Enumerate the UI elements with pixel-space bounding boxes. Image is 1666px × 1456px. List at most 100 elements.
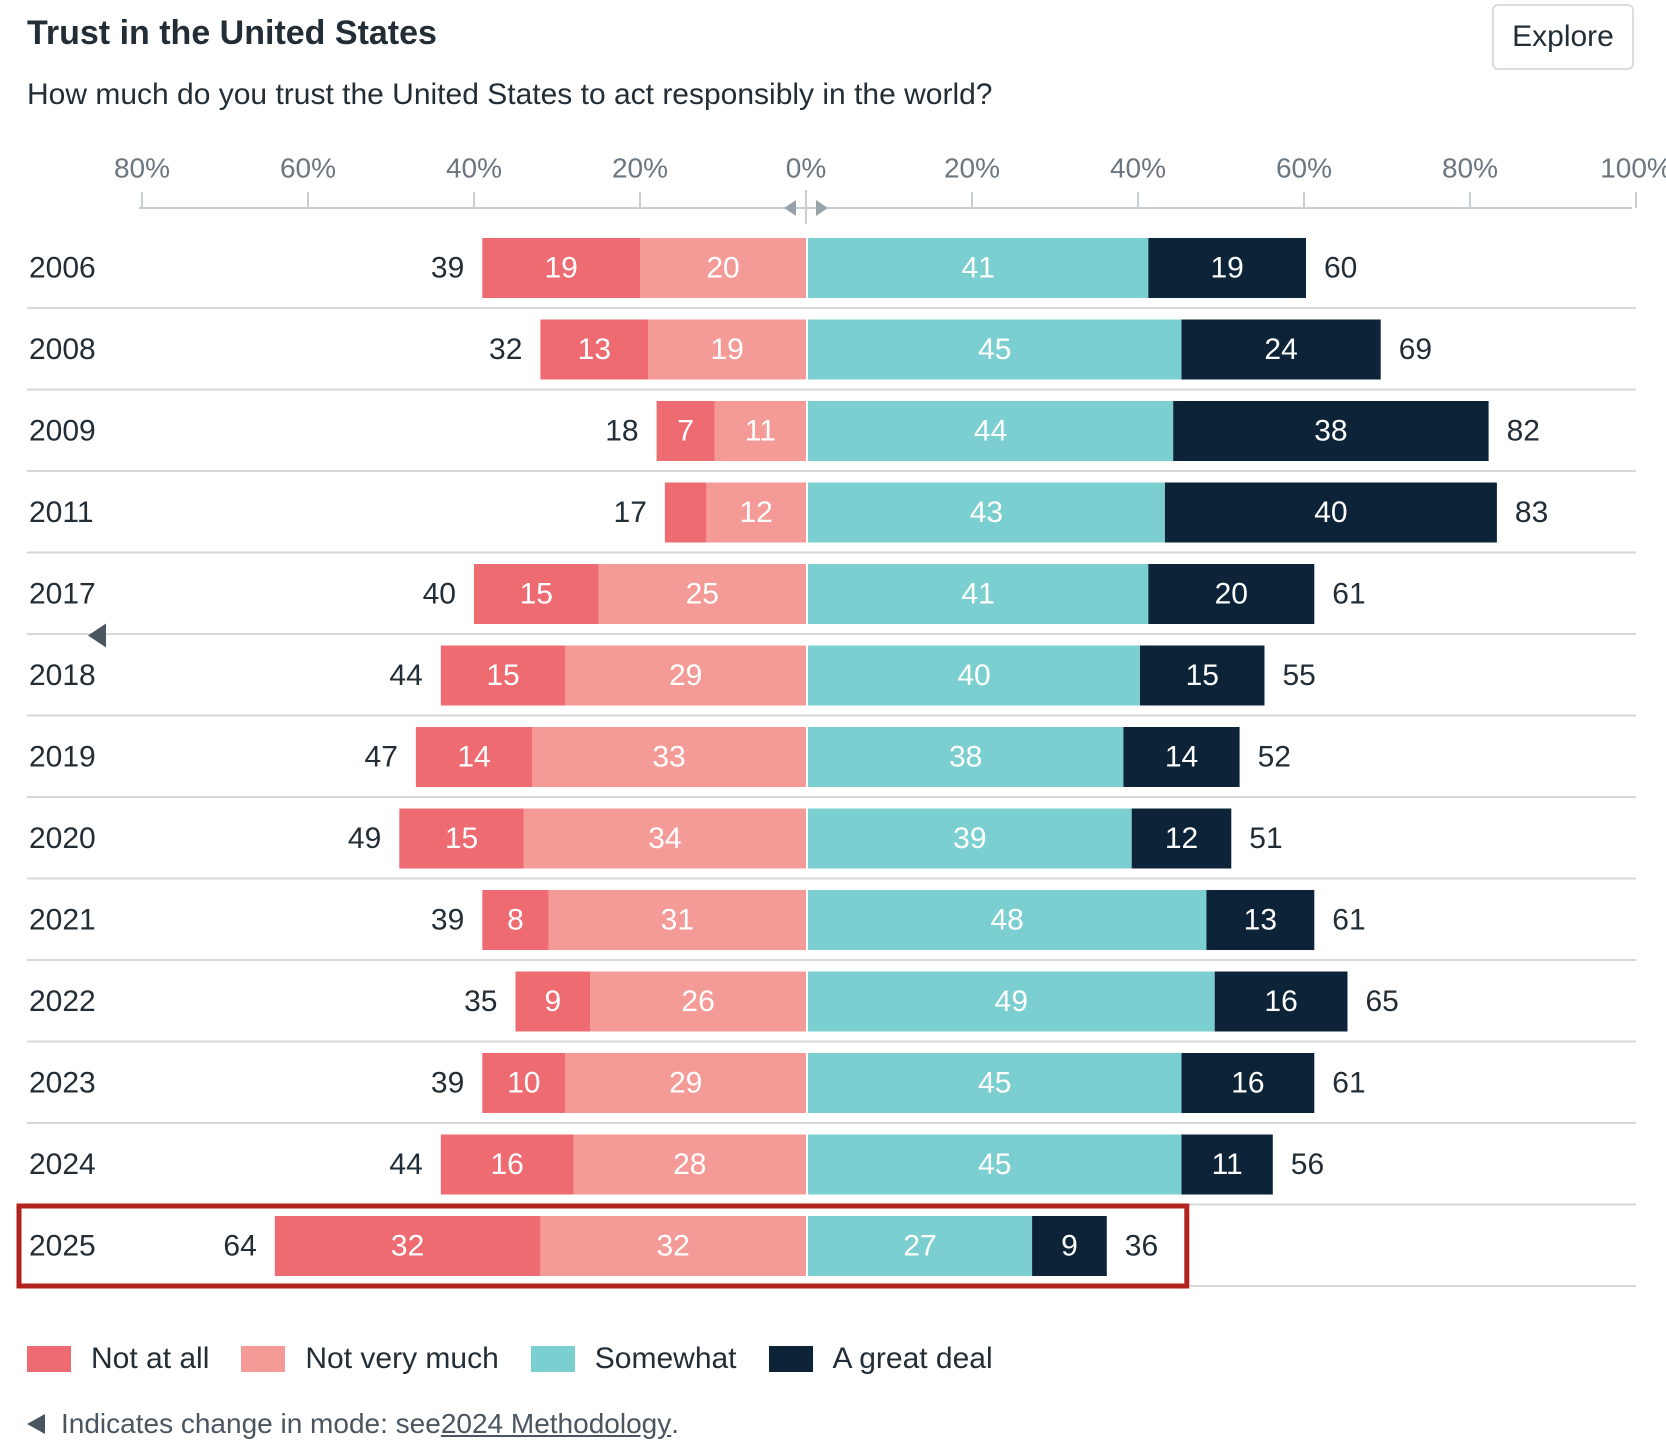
bar-value-label: 39 bbox=[953, 822, 986, 855]
right-total-label: 51 bbox=[1249, 822, 1282, 855]
bar-value-label: 26 bbox=[681, 985, 714, 1018]
left-total-label: 39 bbox=[431, 904, 464, 937]
category-label: 2024 bbox=[29, 1148, 96, 1181]
highlight-box bbox=[16, 1203, 1190, 1289]
category-label: 2011 bbox=[29, 496, 94, 529]
bar-segment bbox=[474, 564, 599, 624]
category-label: 2023 bbox=[29, 1067, 96, 1100]
bar-value-label: 11 bbox=[745, 415, 776, 448]
bar-segment bbox=[808, 401, 1174, 461]
bar-segment bbox=[808, 645, 1140, 706]
bar-value-label: 32 bbox=[657, 1230, 690, 1263]
legend-label: Not at all bbox=[91, 1342, 210, 1375]
bar-segment bbox=[808, 971, 1215, 1032]
bar-segment bbox=[1131, 808, 1232, 869]
x-tick-label: 40% bbox=[1110, 153, 1166, 184]
bar-segment bbox=[540, 319, 649, 380]
bar-segment bbox=[1173, 401, 1489, 461]
legend-swatch bbox=[768, 1346, 813, 1372]
bar-value-label: 19 bbox=[544, 252, 577, 285]
bar-segment bbox=[540, 1216, 806, 1276]
legend-label: A great deal bbox=[832, 1342, 993, 1375]
right-total-label: 36 bbox=[1125, 1230, 1158, 1263]
legend-label: Not very much bbox=[305, 1342, 499, 1375]
bar-segment bbox=[532, 727, 806, 787]
legend-label: Somewhat bbox=[594, 1342, 737, 1375]
explore-button[interactable]: Explore bbox=[1492, 4, 1634, 70]
x-tick-label: 80% bbox=[114, 153, 170, 184]
x-tick-label: 100% bbox=[1600, 153, 1666, 184]
bar-value-label: 45 bbox=[978, 1148, 1011, 1181]
legend-swatch bbox=[530, 1346, 575, 1372]
category-label: 2025 bbox=[29, 1230, 96, 1263]
left-total-label: 47 bbox=[365, 741, 398, 774]
bar-value-label: 15 bbox=[1186, 659, 1219, 692]
bar-value-label: 29 bbox=[669, 659, 702, 692]
bar-value-label: 40 bbox=[957, 659, 990, 692]
bar-segment bbox=[808, 1216, 1033, 1276]
category-label: 2020 bbox=[29, 822, 96, 855]
right-total-label: 83 bbox=[1515, 496, 1548, 529]
bar-segment bbox=[1206, 890, 1315, 950]
bar-segment bbox=[565, 1053, 806, 1113]
bar-value-label: 7 bbox=[677, 415, 694, 448]
bar-value-label: 14 bbox=[1165, 741, 1198, 774]
bar-segment bbox=[1214, 971, 1348, 1032]
bar-value-label: 44 bbox=[974, 415, 1007, 448]
right-total-label: 56 bbox=[1291, 1148, 1324, 1181]
bar-segment bbox=[274, 1216, 541, 1276]
methodology-link[interactable]: 2024 Methodology bbox=[440, 1408, 672, 1439]
category-label: 2006 bbox=[29, 252, 96, 285]
legend-item-not-at-all: Not at all bbox=[27, 1342, 209, 1376]
bar-segment bbox=[482, 1053, 566, 1113]
bar-value-label: 9 bbox=[545, 985, 562, 1018]
right-total-label: 61 bbox=[1332, 578, 1365, 611]
right-total-label: 61 bbox=[1332, 904, 1365, 937]
bar-segment bbox=[1140, 645, 1265, 706]
bar-value-label: 41 bbox=[961, 252, 994, 285]
bar-segment bbox=[706, 482, 806, 543]
bar-value-label: 41 bbox=[961, 578, 994, 611]
left-total-label: 32 bbox=[489, 333, 522, 366]
mode-change-marker-icon bbox=[88, 623, 106, 648]
category-label: 2018 bbox=[29, 659, 96, 692]
right-total-label: 82 bbox=[1507, 415, 1540, 448]
bar-segment bbox=[440, 645, 566, 706]
right-total-label: 65 bbox=[1366, 985, 1399, 1018]
bar-segment bbox=[590, 971, 806, 1032]
bar-value-label: 25 bbox=[686, 578, 719, 611]
left-total-label: 44 bbox=[389, 1148, 422, 1181]
bar-segment bbox=[1164, 482, 1497, 543]
left-total-label: 44 bbox=[389, 659, 422, 692]
bar-value-label: 45 bbox=[978, 1067, 1011, 1100]
left-total-label: 39 bbox=[431, 252, 464, 285]
footnote-end: . bbox=[671, 1408, 679, 1439]
left-total-label: 39 bbox=[431, 1067, 464, 1100]
right-total-label: 55 bbox=[1283, 659, 1316, 692]
legend-swatch bbox=[27, 1346, 71, 1372]
bar-value-label: 27 bbox=[903, 1230, 936, 1263]
category-label: 2009 bbox=[29, 415, 96, 448]
bar-segment bbox=[808, 319, 1182, 380]
x-tick-label: 0% bbox=[786, 153, 826, 184]
bar-segment bbox=[648, 319, 806, 380]
bar-value-label: 48 bbox=[991, 904, 1024, 937]
left-total-label: 40 bbox=[423, 578, 456, 611]
bar-segment bbox=[1123, 727, 1240, 787]
bar-segment bbox=[399, 808, 524, 869]
chart-title: Trust in the United States bbox=[27, 14, 437, 52]
bar-segment bbox=[548, 890, 806, 950]
bar-segment bbox=[808, 1053, 1182, 1113]
bar-segment bbox=[482, 238, 640, 298]
bar-value-label: 16 bbox=[491, 1148, 524, 1181]
bar-value-label: 9 bbox=[1061, 1230, 1078, 1263]
legend-swatch bbox=[241, 1346, 286, 1372]
left-total-label: 17 bbox=[614, 496, 647, 529]
bar-value-label: 14 bbox=[457, 741, 490, 774]
bar-segment bbox=[656, 401, 715, 461]
bar-segment bbox=[523, 808, 806, 869]
bar-value-label: 13 bbox=[578, 333, 611, 366]
bar-value-label: 13 bbox=[1244, 904, 1277, 937]
left-total-label: 49 bbox=[348, 822, 381, 855]
bar-value-label: 38 bbox=[949, 741, 982, 774]
